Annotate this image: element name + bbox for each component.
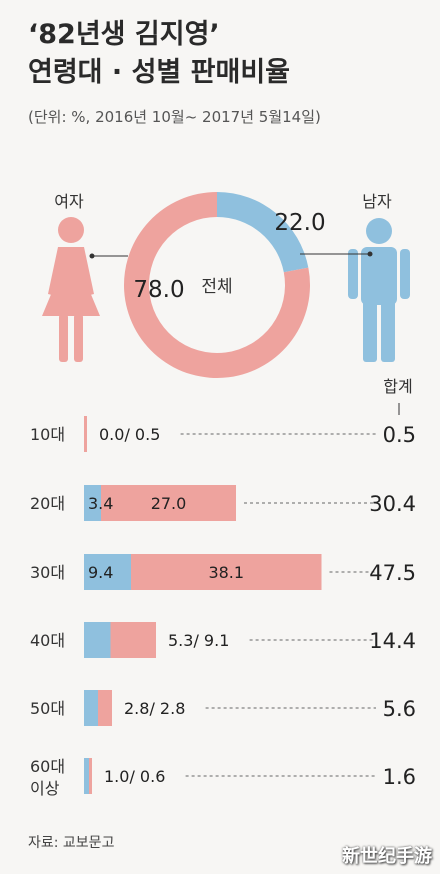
bar-label-male: 3.4 [88, 494, 113, 513]
bar-female [131, 554, 322, 590]
source-note: 자료: 교보문고 [28, 835, 115, 851]
bar-label-pair: 1.0/ 0.6 [104, 767, 165, 786]
total-label: 1.6 [383, 765, 416, 789]
total-label: 47.5 [369, 561, 416, 585]
subtitle: (단위: %, 2016년 10월~ 2017년 5월14일) [28, 108, 321, 126]
category-label: 60대 [30, 757, 65, 776]
bar-label-pair: 5.3/ 9.1 [168, 631, 229, 650]
total-header: 합계 [383, 377, 412, 396]
bar-female [84, 416, 87, 452]
bar-male [84, 554, 131, 590]
male-arm-left [348, 249, 358, 299]
title-line-2: 연령대 · 성별 판매비율 [28, 57, 291, 88]
total-label: 0.5 [383, 423, 416, 447]
bar-male [84, 758, 89, 794]
male-figure-icon [348, 218, 410, 362]
bar-male [84, 485, 101, 521]
female-legend-label: 여자 [54, 192, 84, 211]
female-figure-icon [42, 217, 100, 362]
category-label: 20대 [30, 494, 65, 513]
page-title: ‘82년생 김지영’ 연령대 · 성별 판매비율 [28, 16, 290, 92]
bar-female [101, 485, 236, 521]
female-leader-dot [89, 253, 95, 259]
donut-label-male: 22.0 [274, 210, 325, 236]
category-label: 50대 [30, 699, 65, 718]
total-label: 30.4 [369, 492, 416, 516]
bar-label-female: 27.0 [151, 494, 187, 513]
bar-female [98, 690, 112, 726]
donut-slice-male [217, 191, 309, 273]
male-leg-left [363, 300, 377, 362]
female-leg-right [74, 314, 83, 362]
bar-label-male: 9.4 [88, 563, 113, 582]
bar-label-pair: 2.8/ 2.8 [124, 699, 185, 718]
category-label: 10대 [30, 425, 65, 444]
male-head [366, 218, 392, 244]
bar-label-female: 38.1 [208, 563, 244, 582]
female-head [58, 217, 84, 243]
total-label: 14.4 [369, 629, 416, 653]
female-leg-left [59, 314, 68, 362]
bar-male [84, 622, 111, 658]
bar-male [84, 690, 98, 726]
watermark: 新世纪手游 [342, 846, 432, 867]
male-legend-label: 남자 [362, 192, 392, 211]
male-arm-right [400, 249, 410, 299]
male-leader-dot [367, 251, 373, 257]
total-label: 5.6 [383, 697, 416, 721]
category-label: 이상 [30, 779, 60, 798]
male-torso [361, 247, 397, 305]
bar-female [110, 622, 156, 658]
title-line-1: ‘82년생 김지영’ [28, 19, 220, 50]
female-body [42, 247, 100, 316]
category-label: 30대 [30, 563, 65, 582]
donut-center-label: 전체 [201, 277, 232, 297]
male-leg-right [381, 300, 395, 362]
donut-label-female: 78.0 [133, 277, 184, 303]
bar-female [89, 758, 92, 794]
bar-label-pair: 0.0/ 0.5 [99, 425, 160, 444]
category-label: 40대 [30, 631, 65, 650]
